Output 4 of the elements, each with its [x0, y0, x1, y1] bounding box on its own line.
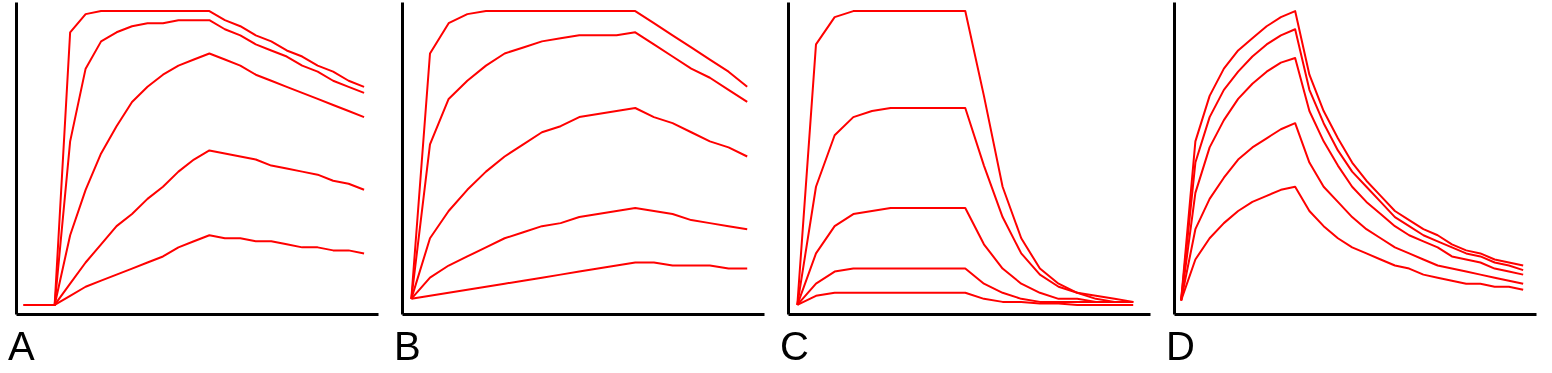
text: B [394, 324, 421, 368]
text: C [780, 324, 809, 368]
text: A [8, 324, 35, 368]
text: D [1166, 324, 1195, 368]
